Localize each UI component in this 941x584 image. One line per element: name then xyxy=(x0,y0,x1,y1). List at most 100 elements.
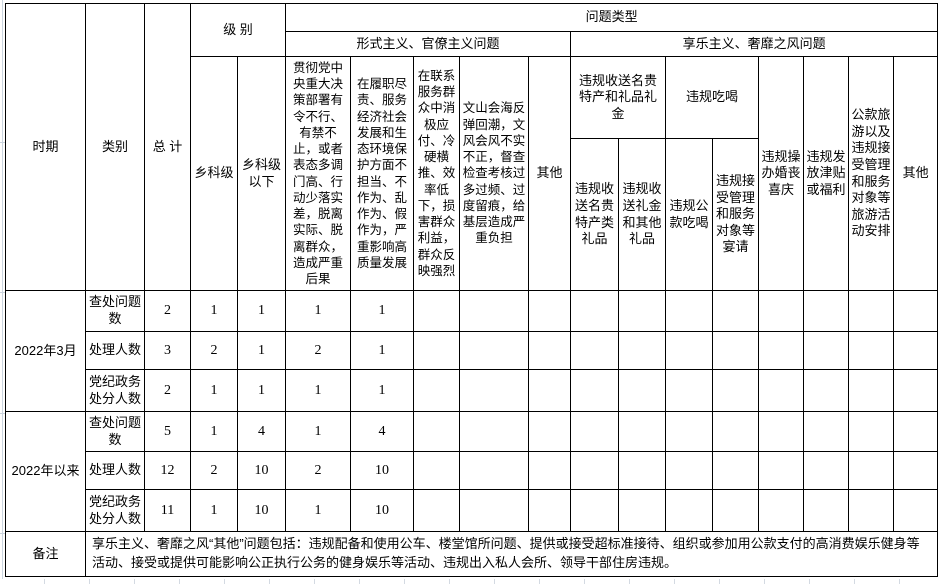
data-cell[interactable] xyxy=(665,489,713,532)
data-cell[interactable] xyxy=(758,331,804,370)
remark-label[interactable]: 备注 xyxy=(5,531,86,577)
data-cell[interactable] xyxy=(665,369,713,412)
header-dining-group[interactable]: 违规吃喝 xyxy=(665,56,759,139)
data-cell[interactable]: 1 xyxy=(190,369,238,412)
header-total[interactable]: 总 计 xyxy=(144,3,191,291)
data-cell[interactable]: 4 xyxy=(237,411,286,452)
remark-text[interactable]: 享乐主义、奢靡之风“其他”问题包括：违规配备和使用公车、楼堂馆所问题、提供或接受… xyxy=(84,531,939,577)
data-cell[interactable] xyxy=(848,290,894,332)
data-cell[interactable]: 1 xyxy=(285,369,351,412)
data-cell[interactable] xyxy=(570,489,619,532)
header-dining-public-funds[interactable]: 违规公款吃喝 xyxy=(665,138,713,291)
data-cell[interactable] xyxy=(528,411,571,452)
metric-label[interactable]: 查处问题数 xyxy=(85,290,145,332)
data-cell[interactable] xyxy=(570,411,619,452)
header-hedonism-other[interactable]: 其他 xyxy=(892,56,939,291)
data-cell[interactable]: 11 xyxy=(144,489,191,532)
header-formalism-col-2[interactable]: 在履职尽责、服务经济社会发展和生态环境保护方面不担当、不作为、乱作为、假作为，严… xyxy=(350,56,414,291)
data-cell[interactable] xyxy=(848,451,894,490)
data-cell[interactable] xyxy=(758,411,804,452)
data-cell[interactable] xyxy=(712,411,759,452)
data-cell[interactable]: 2 xyxy=(190,331,238,370)
data-cell[interactable]: 1 xyxy=(190,489,238,532)
header-dining-banquet[interactable]: 违规接受管理和服务对象等宴请 xyxy=(712,138,759,291)
data-cell[interactable] xyxy=(570,331,619,370)
data-cell[interactable] xyxy=(618,369,666,412)
data-cell[interactable] xyxy=(758,290,804,332)
header-formalism[interactable]: 形式主义、官僚主义问题 xyxy=(285,31,571,57)
data-cell[interactable] xyxy=(712,331,759,370)
data-cell[interactable] xyxy=(413,489,460,532)
data-cell[interactable] xyxy=(413,451,460,490)
data-cell[interactable]: 1 xyxy=(350,369,414,412)
header-public-funded-travel[interactable]: 公款旅游以及违规接受管理和服务对象等旅游活动安排 xyxy=(848,56,894,291)
header-category[interactable]: 类别 xyxy=(85,3,145,291)
data-cell[interactable]: 1 xyxy=(190,411,238,452)
data-cell[interactable] xyxy=(758,369,804,412)
data-cell[interactable] xyxy=(803,331,849,370)
header-gift-specialty[interactable]: 违规收送名贵特产类礼品 xyxy=(570,138,619,291)
data-cell[interactable] xyxy=(528,489,571,532)
data-cell[interactable] xyxy=(803,411,849,452)
data-cell[interactable] xyxy=(665,331,713,370)
header-problem-type[interactable]: 问题类型 xyxy=(284,3,939,32)
data-cell[interactable]: 1 xyxy=(285,290,351,332)
data-cell[interactable] xyxy=(892,411,939,452)
data-cell[interactable]: 10 xyxy=(350,489,414,532)
data-cell[interactable] xyxy=(459,369,529,412)
data-cell[interactable]: 2 xyxy=(144,369,191,412)
data-cell[interactable] xyxy=(459,411,529,452)
data-cell[interactable] xyxy=(848,411,894,452)
data-cell[interactable]: 10 xyxy=(237,489,286,532)
data-cell[interactable]: 4 xyxy=(350,411,414,452)
data-cell[interactable] xyxy=(892,369,939,412)
data-cell[interactable] xyxy=(892,331,939,370)
header-gift-cash[interactable]: 违规收送礼金和其他礼品 xyxy=(618,138,666,291)
data-cell[interactable]: 10 xyxy=(237,451,286,490)
data-cell[interactable]: 2 xyxy=(285,331,351,370)
data-cell[interactable] xyxy=(758,451,804,490)
header-formalism-other[interactable]: 其他 xyxy=(528,56,571,291)
header-hedonism[interactable]: 享乐主义、奢靡之风问题 xyxy=(569,31,939,57)
header-gift-group[interactable]: 违规收送名贵特产和礼品礼金 xyxy=(570,56,666,139)
data-cell[interactable]: 1 xyxy=(237,331,286,370)
data-cell[interactable]: 10 xyxy=(350,451,414,490)
data-cell[interactable] xyxy=(803,369,849,412)
data-cell[interactable]: 1 xyxy=(350,331,414,370)
row-group-label-2022-since[interactable]: 2022年以来 xyxy=(5,411,86,532)
data-cell[interactable] xyxy=(570,451,619,490)
metric-label[interactable]: 党纪政务处分人数 xyxy=(85,369,145,412)
data-cell[interactable] xyxy=(618,411,666,452)
data-cell[interactable]: 5 xyxy=(144,411,191,452)
data-cell[interactable]: 3 xyxy=(144,331,191,370)
data-cell[interactable]: 1 xyxy=(190,290,238,332)
data-cell[interactable] xyxy=(848,489,894,532)
data-cell[interactable] xyxy=(459,451,529,490)
header-formalism-col-4[interactable]: 文山会海反弹回潮，文风会风不实不正，督查检查考核过多过频、过度留痕，给基层造成严… xyxy=(459,56,529,291)
data-cell[interactable] xyxy=(528,451,571,490)
data-cell[interactable]: 1 xyxy=(237,369,286,412)
data-cell[interactable] xyxy=(848,369,894,412)
data-cell[interactable] xyxy=(712,451,759,490)
data-cell[interactable] xyxy=(618,489,666,532)
data-cell[interactable] xyxy=(892,290,939,332)
data-cell[interactable] xyxy=(570,290,619,332)
data-cell[interactable] xyxy=(413,411,460,452)
header-level-township[interactable]: 乡科级 xyxy=(190,56,238,291)
data-cell[interactable] xyxy=(413,369,460,412)
data-cell[interactable]: 1 xyxy=(285,489,351,532)
data-cell[interactable] xyxy=(803,290,849,332)
metric-label[interactable]: 查处问题数 xyxy=(85,411,145,452)
data-cell[interactable] xyxy=(665,451,713,490)
data-cell[interactable] xyxy=(459,331,529,370)
data-cell[interactable]: 2 xyxy=(144,290,191,332)
data-cell[interactable]: 2 xyxy=(190,451,238,490)
data-cell[interactable] xyxy=(618,331,666,370)
data-cell[interactable] xyxy=(803,451,849,490)
data-cell[interactable]: 1 xyxy=(237,290,286,332)
data-cell[interactable]: 2 xyxy=(285,451,351,490)
data-cell[interactable] xyxy=(528,369,571,412)
data-cell[interactable] xyxy=(618,290,666,332)
header-formalism-col-1[interactable]: 贯彻党中央重大决策部署有令不行、有禁不止，或者表态多调门高、行动少落实差，脱离实… xyxy=(285,56,351,291)
data-cell[interactable]: 1 xyxy=(285,411,351,452)
